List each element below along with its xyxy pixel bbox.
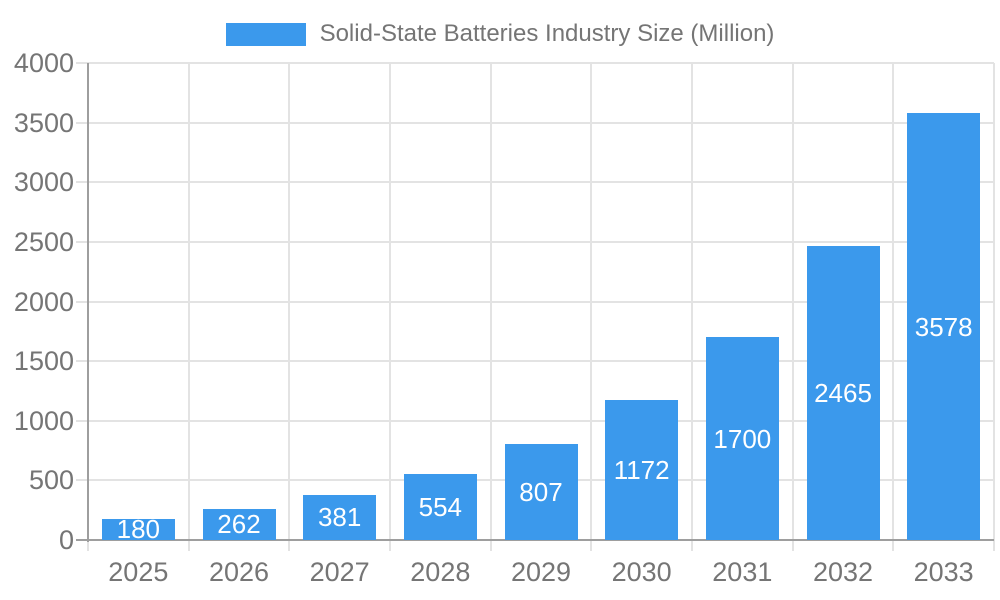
gridline-horizontal (88, 419, 994, 422)
y-tick-label: 3000 (13, 167, 74, 198)
bar-value-label: 180 (116, 514, 161, 545)
x-axis-tick (87, 540, 89, 551)
legend-item[interactable]: Solid-State Batteries Industry Size (Mil… (0, 20, 1000, 48)
gridline-horizontal (88, 181, 994, 184)
y-axis-tick (76, 181, 88, 184)
bar-value-label: 1700 (713, 423, 772, 454)
y-axis-tick (76, 300, 88, 303)
y-tick-label: 2000 (13, 286, 74, 317)
x-axis-tick (288, 540, 291, 551)
x-axis-line (76, 539, 994, 541)
bar: 1172 (605, 400, 679, 540)
bar: 554 (403, 473, 477, 540)
bar: 262 (202, 508, 276, 540)
legend-swatch-icon (225, 22, 306, 46)
gridline-vertical (389, 63, 391, 540)
legend-label: Solid-State Batteries Industry Size (Mil… (319, 20, 775, 47)
bar: 180 (101, 514, 175, 545)
x-tick-label: 2033 (913, 557, 974, 587)
y-axis-line (87, 63, 89, 542)
gridline-vertical (590, 63, 593, 540)
bar-value-label: 2465 (814, 378, 872, 409)
bar: 3578 (907, 113, 981, 540)
x-tick-label: 2027 (309, 557, 370, 587)
bar: 381 (303, 494, 377, 540)
gridline-horizontal (88, 121, 994, 124)
y-tick-label: 0 (58, 525, 74, 555)
bar-value-label: 381 (317, 502, 362, 533)
gridline-vertical (489, 63, 492, 540)
x-tick-label: 2032 (812, 557, 874, 587)
x-axis-tick (489, 540, 492, 551)
x-axis-tick (389, 540, 391, 551)
bar: 2465 (806, 246, 880, 540)
gridline-vertical (187, 63, 190, 540)
gridline-vertical (993, 63, 995, 540)
y-axis-tick (76, 360, 88, 363)
gridline-horizontal (88, 62, 994, 64)
gridline-vertical (791, 63, 794, 540)
y-axis-tick (76, 62, 88, 64)
gridline-vertical (892, 63, 895, 540)
x-tick-label: 2029 (510, 557, 572, 587)
y-axis-tick (76, 419, 88, 422)
bar: 1700 (705, 337, 779, 540)
y-tick-label: 3500 (13, 107, 74, 138)
x-axis-tick (791, 540, 794, 551)
x-tick-label: 2031 (712, 557, 773, 587)
x-axis-tick (892, 540, 895, 551)
y-tick-label: 1000 (13, 405, 74, 436)
bar-value-label: 807 (519, 476, 563, 507)
x-tick-label: 2030 (611, 557, 672, 587)
bar-value-label: 1172 (613, 455, 670, 486)
y-axis-tick (76, 479, 88, 482)
bar: 807 (504, 443, 578, 540)
gridline-horizontal (88, 300, 994, 303)
gridline-vertical (288, 63, 291, 540)
x-tick-label: 2025 (108, 557, 169, 587)
x-axis-tick (187, 540, 190, 551)
gridline-horizontal (88, 360, 994, 363)
bar-value-label: 3578 (914, 311, 973, 342)
y-axis-tick (76, 240, 88, 243)
x-axis-tick (590, 540, 593, 551)
bar-value-label: 262 (217, 509, 261, 540)
y-tick-label: 2500 (13, 226, 74, 257)
gridline-vertical (691, 63, 693, 540)
y-tick-label: 1500 (13, 346, 74, 377)
y-tick-label: 4000 (13, 48, 74, 78)
x-tick-label: 2028 (410, 557, 471, 587)
x-axis-tick (691, 540, 693, 551)
y-tick-label: 500 (28, 465, 74, 496)
gridline-horizontal (88, 240, 994, 243)
bar-value-label: 554 (418, 491, 463, 522)
x-tick-label: 2026 (208, 557, 270, 587)
y-axis-tick (76, 121, 88, 124)
x-axis-tick (993, 540, 995, 551)
